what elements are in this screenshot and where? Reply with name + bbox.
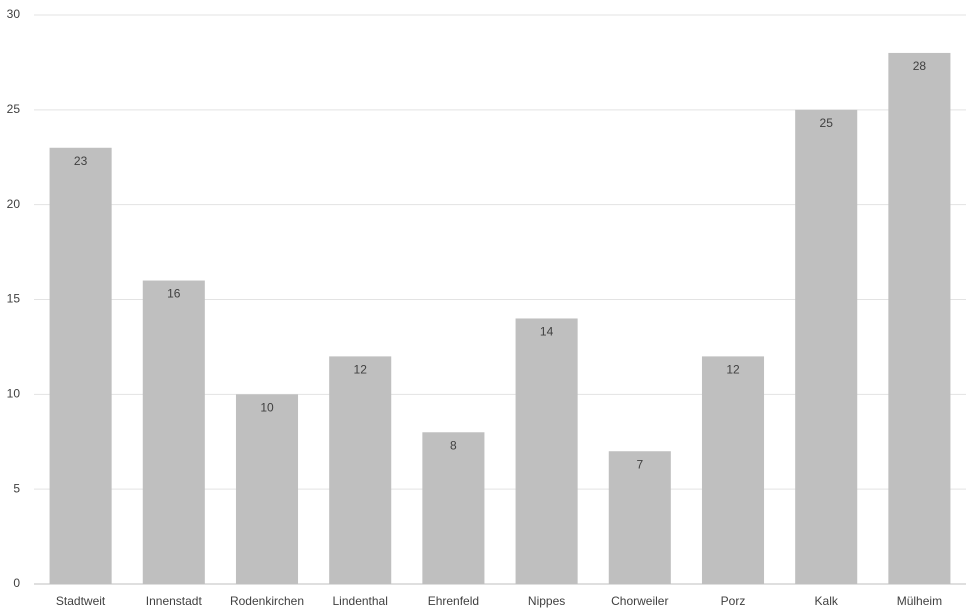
data-label: 14 bbox=[540, 325, 554, 339]
x-tick-label: Lindenthal bbox=[333, 594, 388, 608]
data-label: 23 bbox=[74, 154, 88, 168]
data-label: 10 bbox=[260, 401, 274, 415]
x-tick-label: Chorweiler bbox=[611, 594, 668, 608]
x-tick-label: Innenstadt bbox=[146, 594, 203, 608]
data-label: 16 bbox=[167, 287, 181, 301]
bar bbox=[795, 109, 858, 584]
x-tick-label: Stadtweit bbox=[56, 594, 106, 608]
bar bbox=[329, 356, 392, 584]
y-tick-label: 5 bbox=[13, 481, 20, 495]
data-label: 8 bbox=[450, 438, 457, 452]
y-tick-label: 30 bbox=[7, 7, 21, 21]
data-label: 12 bbox=[354, 363, 368, 377]
x-tick-label: Kalk bbox=[815, 594, 839, 608]
bar bbox=[142, 280, 205, 584]
bar bbox=[422, 432, 485, 584]
data-label: 25 bbox=[820, 116, 834, 130]
y-tick-label: 25 bbox=[7, 102, 21, 116]
bar bbox=[888, 52, 951, 584]
x-tick-label: Ehrenfeld bbox=[428, 594, 479, 608]
x-tick-label: Mülheim bbox=[897, 594, 942, 608]
data-label: 28 bbox=[913, 59, 927, 73]
bar bbox=[49, 147, 112, 584]
data-label: 7 bbox=[636, 457, 643, 471]
y-tick-label: 10 bbox=[7, 387, 21, 401]
x-tick-label: Porz bbox=[721, 594, 746, 608]
y-tick-label: 20 bbox=[7, 197, 21, 211]
bar bbox=[608, 451, 671, 584]
x-tick-label: Rodenkirchen bbox=[230, 594, 304, 608]
y-tick-label: 15 bbox=[7, 292, 21, 306]
data-label: 12 bbox=[726, 363, 740, 377]
x-tick-label: Nippes bbox=[528, 594, 565, 608]
y-tick-label: 0 bbox=[13, 576, 20, 590]
bar bbox=[701, 356, 765, 584]
bar bbox=[515, 318, 578, 584]
bar bbox=[235, 394, 299, 584]
